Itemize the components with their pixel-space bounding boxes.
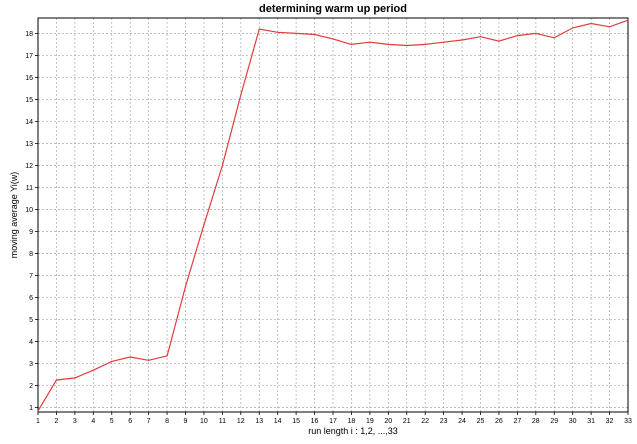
data-point <box>295 32 297 35</box>
x-tick-label: 28 <box>532 418 540 425</box>
x-tick-label: 18 <box>348 418 356 425</box>
y-tick-label: 16 <box>25 75 33 82</box>
data-point <box>387 43 389 46</box>
x-axis-label: run length i : 1,2, ...,33 <box>308 426 398 436</box>
x-tick-label: 5 <box>110 418 114 425</box>
y-axis-label: moving average Yi(w) <box>9 172 19 259</box>
x-tick-label: 16 <box>311 418 319 425</box>
x-tick-label: 12 <box>237 418 245 425</box>
x-tick-label: 22 <box>421 418 429 425</box>
data-point <box>553 37 555 39</box>
data-point <box>443 41 445 43</box>
data-point <box>406 44 408 47</box>
x-tick-label: 13 <box>255 418 263 425</box>
data-point <box>148 359 150 361</box>
x-tick-label: 21 <box>403 418 411 425</box>
x-tick-label: 9 <box>184 418 188 425</box>
y-tick-label: 3 <box>29 361 33 368</box>
y-tick-label: 1 <box>29 405 33 412</box>
y-tick-label: 11 <box>26 185 33 192</box>
x-tick-label: 30 <box>569 418 577 425</box>
x-tick-label: 15 <box>292 418 300 425</box>
x-tick-label: 32 <box>606 418 614 425</box>
y-tick-label: 12 <box>25 163 33 170</box>
data-point <box>590 22 592 25</box>
data-point <box>258 28 260 30</box>
x-tick-label: 3 <box>73 418 77 425</box>
x-tick-label: 25 <box>477 418 485 425</box>
x-tick-label: 6 <box>128 418 132 425</box>
data-point <box>535 32 537 35</box>
data-point <box>461 39 463 41</box>
data-point <box>313 33 316 36</box>
y-tick-label: 10 <box>25 207 33 214</box>
data-point <box>37 410 39 412</box>
data-point <box>240 94 242 96</box>
y-tick-label: 14 <box>25 119 33 126</box>
y-tick-label: 8 <box>29 251 33 258</box>
x-tick-label: 1 <box>36 418 40 425</box>
data-point <box>203 224 205 226</box>
x-tick-label: 26 <box>495 418 503 425</box>
x-tick-label: 7 <box>147 418 151 425</box>
y-tick-label: 2 <box>29 383 33 390</box>
y-tick-label: 7 <box>29 273 33 280</box>
y-tick-label: 9 <box>29 229 33 236</box>
x-tick-label: 2 <box>54 418 58 425</box>
x-tick-label: 20 <box>384 418 392 425</box>
x-tick-label: 11 <box>219 418 226 425</box>
chart-title: determining warm up period <box>259 3 407 15</box>
data-point <box>92 369 94 371</box>
data-point <box>627 19 629 21</box>
y-tick-label: 15 <box>25 97 33 104</box>
y-tick-label: 13 <box>25 141 33 148</box>
data-point <box>498 40 500 42</box>
series-layer <box>37 19 629 412</box>
data-point <box>129 356 131 358</box>
x-tick-label: 29 <box>550 418 558 425</box>
data-point <box>55 379 58 381</box>
data-point <box>111 360 113 362</box>
data-point <box>479 36 482 38</box>
x-tick-label: 4 <box>91 418 95 425</box>
data-point <box>277 31 279 33</box>
x-tick-label: 23 <box>440 418 448 425</box>
x-axis-ticks: 1 2 3 4 5 6 7 8 9 10 11 12 13 14 15 16 17 18 19 20 21 22 23 24 2… <box>36 412 632 425</box>
data-point <box>184 285 187 288</box>
data-point <box>74 377 76 379</box>
x-tick-label: 27 <box>513 418 521 425</box>
x-tick-label: 8 <box>165 418 169 425</box>
y-tick-label: 17 <box>25 53 33 60</box>
x-tick-label: 14 <box>274 418 282 425</box>
y-tick-label: 18 <box>25 31 33 38</box>
y-tick-label: 4 <box>29 339 33 346</box>
data-point <box>221 164 223 167</box>
data-point <box>608 26 611 28</box>
y-tick-label: 6 <box>29 295 33 302</box>
x-tick-label: 10 <box>200 418 208 425</box>
x-tick-label: 17 <box>329 418 337 425</box>
y-tick-label: 5 <box>29 317 33 324</box>
data-point <box>332 38 334 40</box>
data-point <box>369 41 371 43</box>
x-tick-label: 24 <box>458 418 466 425</box>
x-tick-label: 19 <box>366 418 374 425</box>
data-point <box>516 35 518 37</box>
data-point <box>166 355 168 357</box>
x-tick-label: 31 <box>587 418 595 425</box>
data-point <box>350 43 353 46</box>
grid <box>38 18 628 412</box>
data-point <box>424 43 426 46</box>
data-point <box>572 27 574 29</box>
x-tick-label: 33 <box>624 418 632 425</box>
